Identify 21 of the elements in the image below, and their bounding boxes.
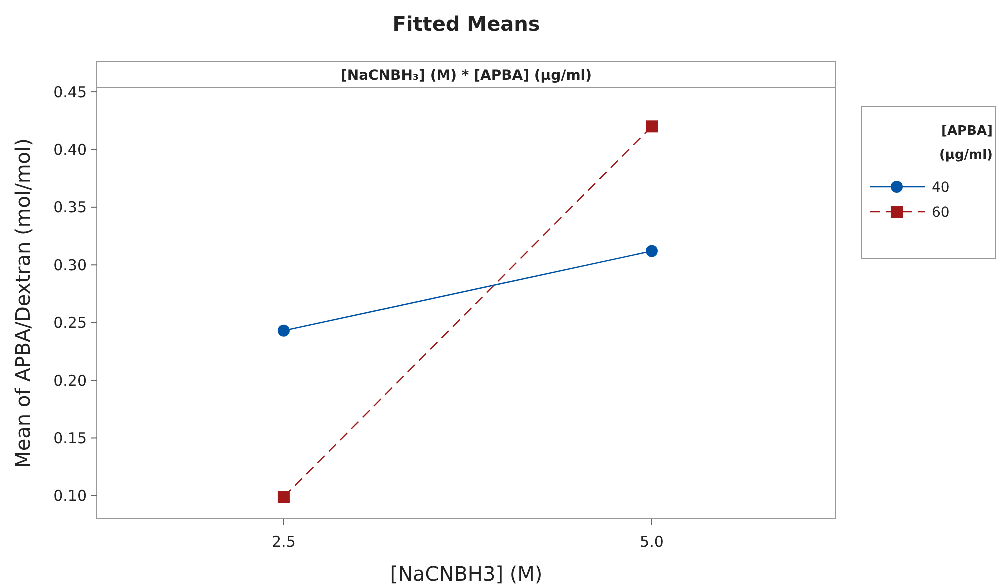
y-tick-label: 0.45 bbox=[54, 83, 87, 102]
legend-label: 60 bbox=[932, 204, 950, 221]
legend-label: 40 bbox=[932, 180, 950, 196]
point bbox=[646, 245, 658, 258]
y-tick-label: 0.25 bbox=[54, 314, 87, 332]
y-tick-label: 0.35 bbox=[54, 198, 87, 217]
legend-title: [APBA] (µg/ml) bbox=[939, 124, 993, 163]
y-tick-label: 0.15 bbox=[54, 429, 87, 448]
x-tick-label: 5.0 bbox=[640, 533, 664, 551]
y-tick-label: 0.10 bbox=[54, 487, 87, 506]
y-tick-label: 0.30 bbox=[54, 256, 87, 274]
x-axis-title: [NaCNBH3] (M) bbox=[390, 562, 543, 586]
point bbox=[646, 120, 658, 133]
point bbox=[278, 491, 290, 504]
chart-subtitle: [NaCNBH₃] (M) * [APBA] (µg/ml) bbox=[340, 68, 592, 84]
point bbox=[278, 324, 290, 337]
x-tick-label: 2.5 bbox=[272, 533, 296, 551]
y-axis-title: Mean of APBA/Dextran (mol/mol) bbox=[11, 138, 35, 468]
chart-title: Fitted Means bbox=[392, 12, 540, 36]
y-tick-label: 0.40 bbox=[54, 140, 87, 159]
y-tick-label: 0.20 bbox=[54, 372, 87, 390]
